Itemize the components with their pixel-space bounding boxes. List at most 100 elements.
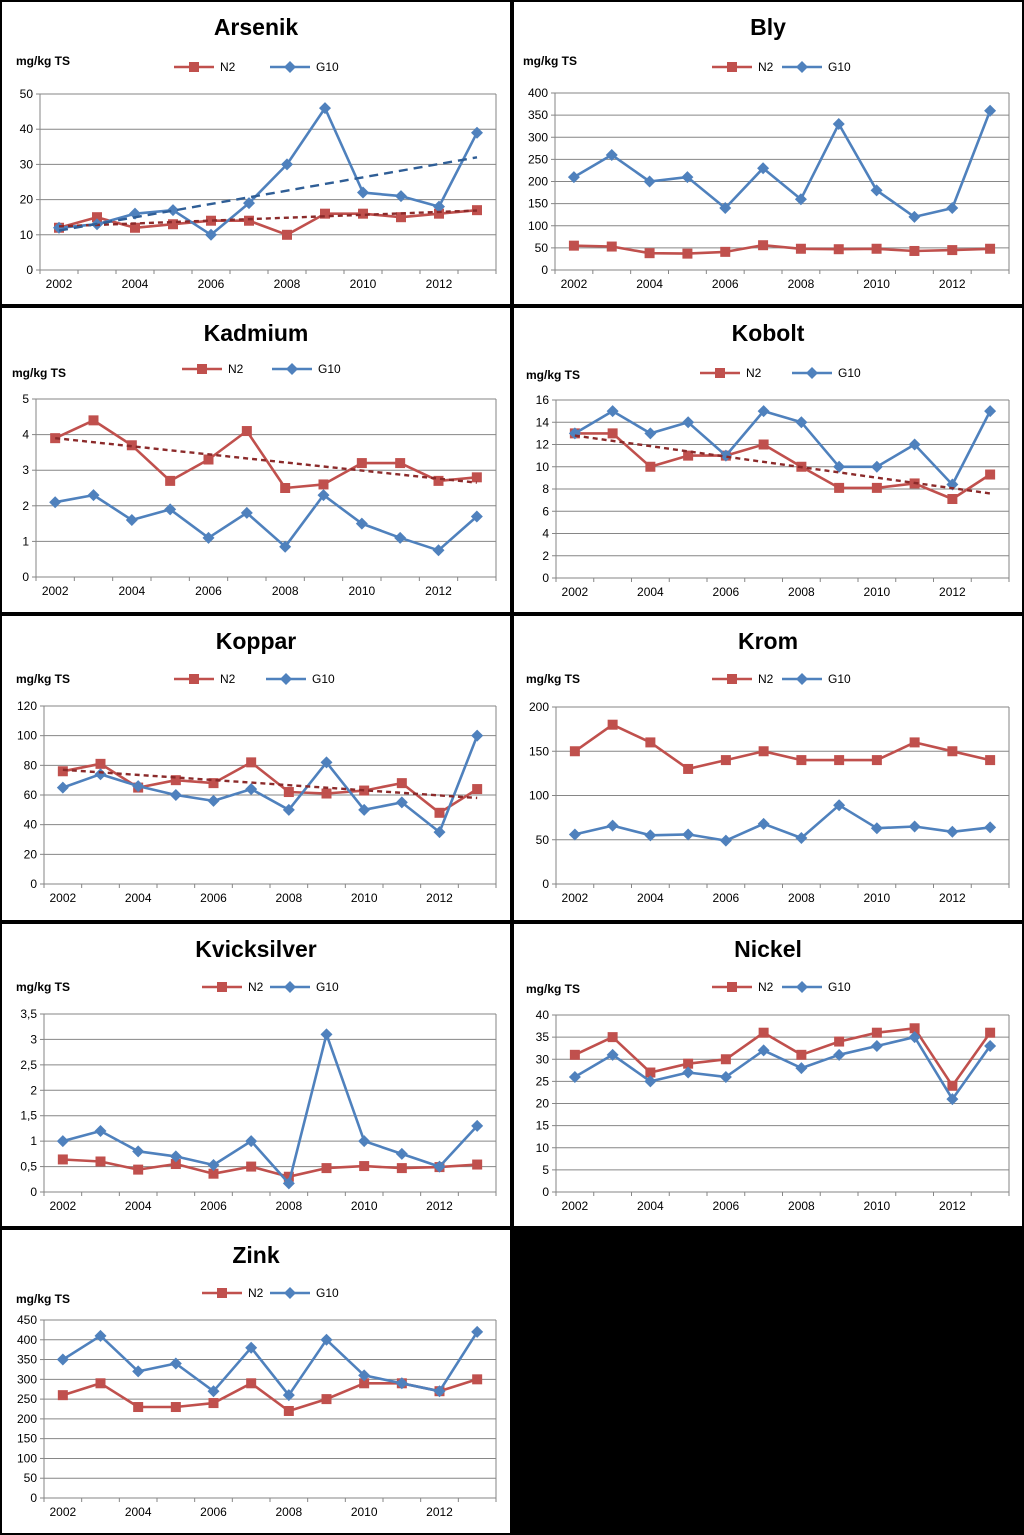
data-point-n2 [170, 1402, 181, 1413]
data-point-g10 [94, 1329, 107, 1342]
legend: N2 G10 [700, 364, 900, 382]
y-tick-label: 100 [17, 729, 37, 743]
chart-title: Bly [750, 14, 786, 40]
square-marker-icon [700, 368, 740, 378]
data-point-g10 [795, 416, 808, 429]
series-line-n2 [62, 1378, 478, 1413]
y-tick-label: 300 [528, 130, 548, 144]
data-point-n2 [170, 1159, 181, 1170]
data-point-g10 [946, 825, 959, 838]
data-point-g10 [56, 1135, 69, 1148]
y-tick-label: 150 [528, 197, 548, 211]
data-point-n2 [208, 1168, 219, 1179]
series-line-g10 [574, 1035, 992, 1101]
x-tick-label: 2012 [939, 1199, 966, 1213]
x-tick-label: 2012 [426, 891, 453, 905]
data-point-n2 [607, 1032, 618, 1043]
diamond-marker-icon [782, 673, 822, 685]
x-tick-label: 2010 [864, 891, 891, 905]
chart-panel-bly: Bly mg/kg TS N2 G10 0 50 100 150 200 250 300 35… [514, 2, 1022, 304]
data-point-g10 [320, 756, 333, 769]
y-tick-label: 4 [22, 428, 29, 442]
data-point-g10 [319, 102, 331, 115]
data-point-n2 [607, 428, 618, 439]
y-tick-label: 0 [30, 877, 37, 891]
data-point-g10 [169, 1150, 182, 1163]
y-tick-label: 30 [536, 1052, 550, 1066]
data-point-g10 [946, 1093, 959, 1106]
square-marker-icon [174, 674, 214, 684]
data-point-g10 [395, 796, 408, 809]
data-point-g10 [56, 1353, 69, 1366]
chart-panel-koppar: Koppar mg/kg TS N2 G10 0 20 40 60 80 100 120 20… [2, 616, 510, 920]
y-axis-label: mg/kg TS [526, 672, 581, 686]
y-tick-label: 0 [541, 263, 548, 277]
x-tick-label: 2006 [198, 277, 225, 291]
x-tick-label: 2008 [275, 1199, 302, 1213]
legend-label-g10: G10 [318, 362, 341, 376]
square-marker-icon [174, 62, 214, 72]
data-point-n2 [241, 426, 252, 437]
data-point-g10 [357, 186, 369, 199]
data-point-g10 [471, 1325, 484, 1338]
x-tick-label: 2012 [426, 277, 453, 291]
data-point-g10 [908, 438, 921, 451]
data-point-g10 [394, 531, 407, 544]
data-point-g10 [870, 822, 883, 835]
plot-area: 0 10 20 30 40 50 2002 2004 2006 2008 2010 2012 [20, 87, 497, 291]
legend-label-g10: G10 [828, 672, 851, 686]
data-point-g10 [870, 184, 883, 197]
data-point-n2 [758, 746, 769, 757]
y-tick-label: 250 [17, 1392, 37, 1406]
data-point-g10 [433, 826, 446, 839]
data-point-n2 [644, 248, 655, 259]
data-point-n2 [947, 245, 958, 256]
data-point-g10 [984, 104, 997, 117]
diamond-marker-icon [782, 61, 822, 73]
data-point-g10 [568, 828, 581, 841]
data-point-g10 [240, 506, 253, 519]
data-point-n2 [396, 212, 406, 223]
data-point-n2 [246, 1378, 257, 1389]
legend-label-g10: G10 [316, 1286, 339, 1300]
data-point-g10 [281, 158, 293, 171]
data-point-g10 [56, 781, 69, 794]
data-point-g10 [358, 1369, 371, 1382]
data-point-g10 [282, 1389, 295, 1402]
y-tick-label: 1,5 [20, 1109, 37, 1123]
series-line-n2 [574, 723, 991, 771]
data-point-g10 [757, 1044, 770, 1057]
y-tick-label: 10 [536, 1141, 550, 1155]
legend-label-n2: N2 [758, 672, 774, 686]
data-point-g10 [719, 449, 732, 462]
x-tick-label: 2004 [125, 1505, 152, 1519]
trendline-n2 [58, 209, 478, 228]
data-point-n2 [472, 784, 483, 795]
x-tick-label: 2002 [562, 585, 589, 599]
trendline-n2 [62, 768, 478, 800]
legend-label-g10: G10 [316, 60, 339, 74]
y-tick-label: 3 [22, 463, 29, 477]
data-point-n2 [283, 787, 294, 798]
data-point-n2 [947, 746, 958, 757]
legend-label-n2: N2 [746, 366, 762, 380]
data-point-n2 [682, 248, 693, 259]
diamond-marker-icon [272, 363, 312, 375]
data-point-g10 [279, 540, 292, 553]
chart-panel-kobolt: Kobolt mg/kg TS N2 G10 0 2 4 6 8 10 12 14 16 2002… [514, 308, 1022, 612]
data-point-n2 [909, 245, 920, 256]
x-tick-label: 2002 [42, 584, 69, 598]
legend-label-g10: G10 [828, 60, 851, 74]
x-tick-label: 2004 [636, 277, 663, 291]
y-tick-label: 1 [22, 534, 29, 548]
x-tick-label: 2010 [351, 1505, 378, 1519]
series-line-n2 [62, 761, 478, 815]
data-point-n2 [359, 785, 370, 796]
data-point-g10 [644, 829, 657, 842]
chart-panel-kvicksilver: Kvicksilver mg/kg TS N2 G10 0 0,5 1 1,5 2 2,5… [2, 924, 510, 1226]
y-tick-label: 0 [22, 570, 29, 584]
data-point-g10 [757, 405, 770, 418]
y-tick-label: 0 [542, 1185, 549, 1199]
chart-title: Kadmium [203, 320, 309, 346]
diamond-marker-icon [792, 367, 832, 379]
